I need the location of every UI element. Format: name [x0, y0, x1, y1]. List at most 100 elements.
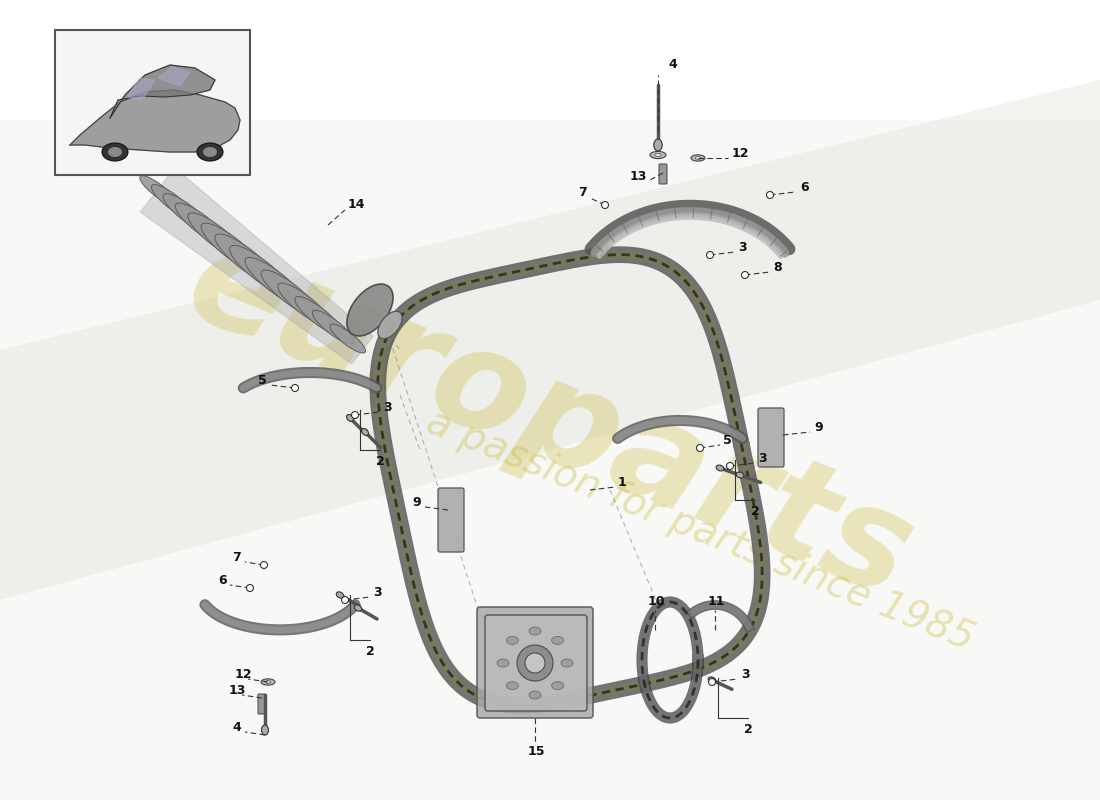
- FancyBboxPatch shape: [758, 408, 784, 467]
- Text: 9: 9: [814, 421, 823, 434]
- Polygon shape: [0, 120, 1100, 800]
- Ellipse shape: [261, 679, 275, 685]
- Text: 6: 6: [218, 574, 227, 587]
- Ellipse shape: [197, 143, 223, 161]
- Text: 13: 13: [229, 684, 246, 697]
- Text: 3: 3: [373, 586, 382, 599]
- Text: 5: 5: [723, 434, 732, 447]
- Text: 2: 2: [744, 723, 752, 736]
- Text: 2: 2: [375, 455, 384, 468]
- Ellipse shape: [691, 155, 705, 161]
- Ellipse shape: [152, 185, 192, 218]
- Ellipse shape: [696, 445, 704, 451]
- Ellipse shape: [529, 627, 541, 635]
- Ellipse shape: [767, 191, 773, 198]
- Ellipse shape: [295, 297, 342, 335]
- Ellipse shape: [653, 139, 662, 151]
- Text: 9: 9: [412, 496, 420, 509]
- Ellipse shape: [265, 681, 271, 683]
- Text: 12: 12: [235, 668, 253, 681]
- Ellipse shape: [506, 682, 518, 690]
- Text: 1: 1: [618, 476, 627, 489]
- Ellipse shape: [517, 645, 553, 681]
- Ellipse shape: [736, 472, 744, 478]
- Ellipse shape: [695, 157, 701, 159]
- Ellipse shape: [352, 411, 359, 418]
- Ellipse shape: [330, 324, 365, 353]
- Ellipse shape: [706, 251, 714, 258]
- Ellipse shape: [716, 465, 724, 471]
- Ellipse shape: [262, 725, 268, 735]
- Ellipse shape: [346, 414, 353, 422]
- Text: 6: 6: [800, 181, 808, 194]
- Ellipse shape: [163, 194, 210, 232]
- Ellipse shape: [102, 143, 128, 161]
- Ellipse shape: [654, 154, 661, 157]
- Ellipse shape: [354, 605, 362, 611]
- Text: a passion for parts since 1985: a passion for parts since 1985: [420, 402, 979, 658]
- Text: 5: 5: [258, 374, 266, 387]
- Ellipse shape: [188, 213, 244, 258]
- Ellipse shape: [175, 203, 228, 246]
- Ellipse shape: [551, 682, 563, 690]
- Ellipse shape: [245, 258, 305, 306]
- Text: 11: 11: [708, 595, 726, 608]
- Text: 3: 3: [758, 452, 767, 465]
- Ellipse shape: [708, 677, 716, 683]
- Text: 4: 4: [668, 58, 676, 71]
- Text: 3: 3: [741, 668, 749, 681]
- Polygon shape: [110, 65, 214, 118]
- Ellipse shape: [292, 385, 298, 391]
- Ellipse shape: [362, 429, 369, 435]
- Ellipse shape: [246, 585, 253, 591]
- Text: 7: 7: [578, 186, 586, 199]
- FancyBboxPatch shape: [55, 30, 250, 175]
- Text: 13: 13: [630, 170, 648, 183]
- Polygon shape: [0, 80, 1100, 600]
- Text: europarts: europarts: [168, 214, 932, 626]
- Text: 2: 2: [365, 645, 374, 658]
- Text: 3: 3: [738, 241, 747, 254]
- Text: 15: 15: [528, 745, 546, 758]
- Ellipse shape: [108, 147, 122, 157]
- Text: 10: 10: [648, 595, 666, 608]
- FancyBboxPatch shape: [258, 694, 266, 714]
- Ellipse shape: [341, 597, 349, 603]
- Ellipse shape: [529, 691, 541, 699]
- FancyBboxPatch shape: [485, 615, 587, 711]
- Text: 4: 4: [232, 721, 241, 734]
- Text: 8: 8: [773, 261, 782, 274]
- Ellipse shape: [708, 678, 715, 686]
- FancyBboxPatch shape: [659, 164, 667, 184]
- Ellipse shape: [214, 234, 276, 283]
- Polygon shape: [141, 168, 373, 364]
- Ellipse shape: [650, 151, 666, 158]
- Ellipse shape: [312, 310, 354, 344]
- Ellipse shape: [551, 636, 563, 644]
- Ellipse shape: [378, 311, 403, 338]
- Ellipse shape: [230, 246, 290, 294]
- Ellipse shape: [277, 283, 330, 326]
- Ellipse shape: [140, 175, 175, 204]
- Text: 2: 2: [750, 505, 759, 518]
- Text: 14: 14: [348, 198, 365, 211]
- Ellipse shape: [261, 270, 318, 316]
- Polygon shape: [70, 90, 240, 152]
- Text: 12: 12: [732, 147, 749, 160]
- Ellipse shape: [602, 202, 608, 209]
- Polygon shape: [126, 78, 155, 100]
- FancyBboxPatch shape: [477, 607, 593, 718]
- Ellipse shape: [346, 284, 393, 336]
- Ellipse shape: [561, 659, 573, 667]
- Ellipse shape: [726, 462, 734, 470]
- Ellipse shape: [741, 271, 748, 278]
- Ellipse shape: [337, 592, 343, 598]
- Ellipse shape: [201, 223, 261, 271]
- Ellipse shape: [525, 653, 544, 673]
- Polygon shape: [158, 67, 190, 86]
- Ellipse shape: [497, 659, 509, 667]
- Ellipse shape: [261, 562, 267, 569]
- Ellipse shape: [506, 636, 518, 644]
- Ellipse shape: [204, 147, 217, 157]
- FancyBboxPatch shape: [438, 488, 464, 552]
